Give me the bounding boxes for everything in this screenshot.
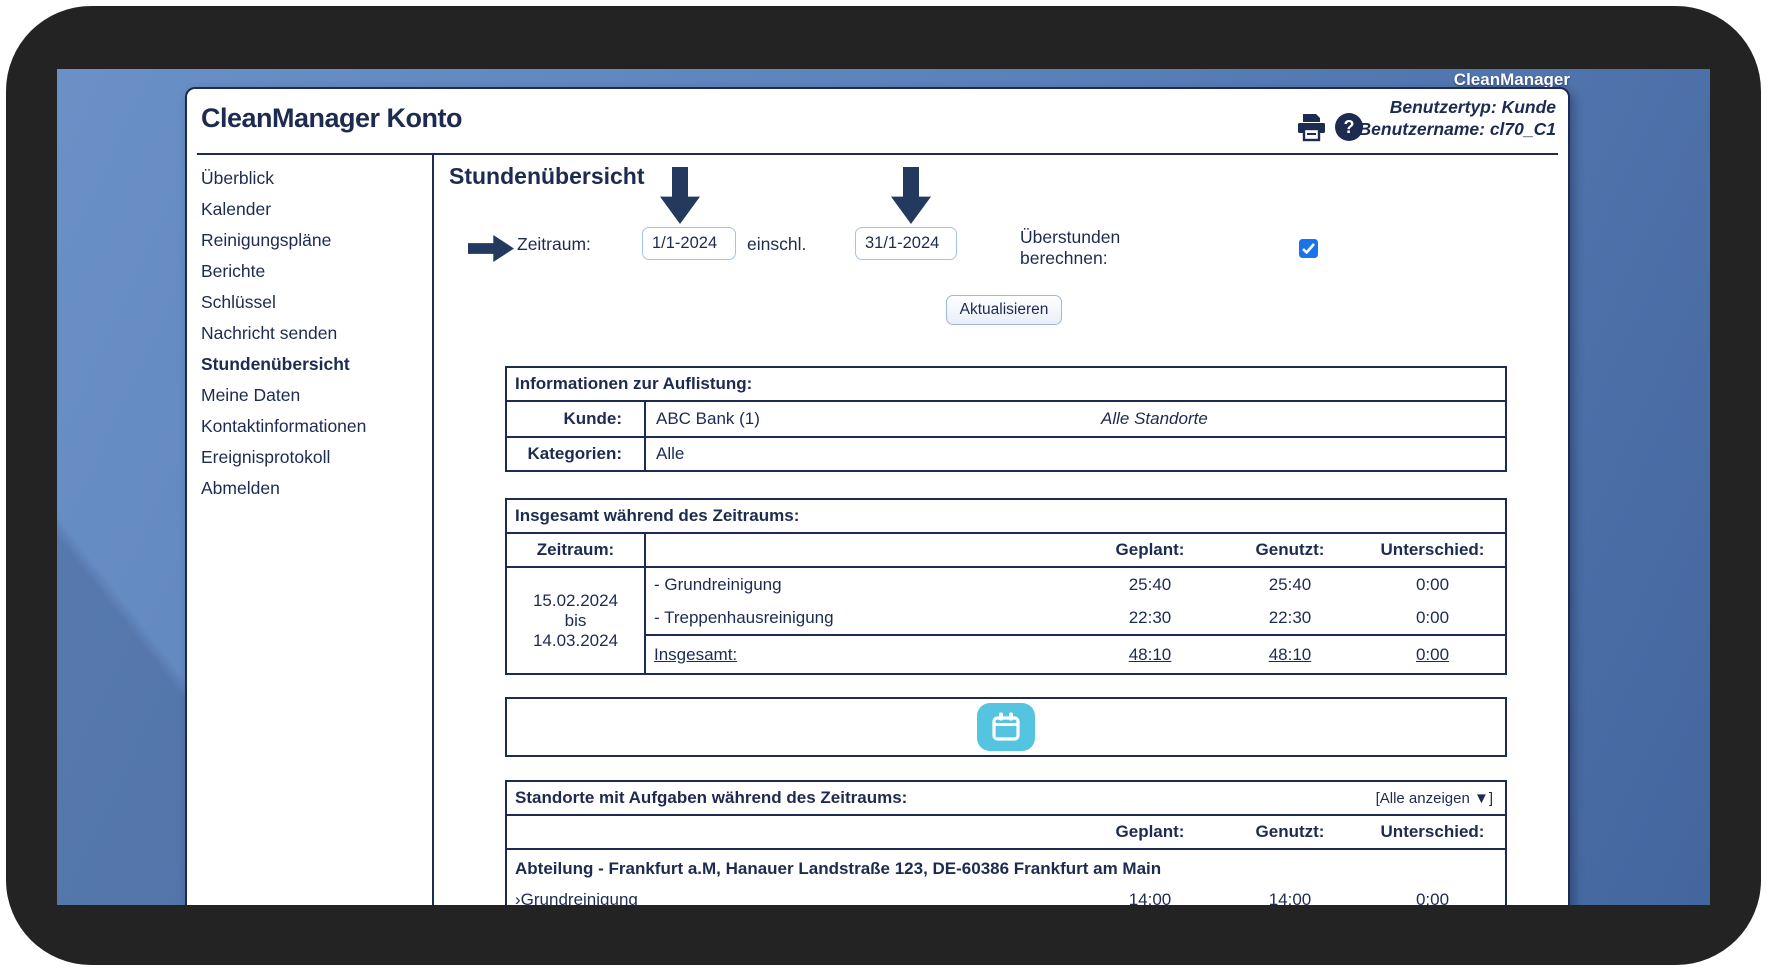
sidebar-item-stundenuebersicht[interactable]: Stundenübersicht — [201, 354, 350, 374]
annotation-arrow-down-2 — [891, 167, 931, 224]
col-diff: Unterschied: — [1380, 540, 1485, 559]
sidebar-item-reinigungsplaene[interactable]: Reinigungspläne — [201, 230, 332, 250]
total-planned-link[interactable]: 48:10 — [1128, 644, 1172, 664]
annotation-arrow-down-1 — [660, 167, 700, 224]
overtime-label: Überstunden berechnen: — [1020, 227, 1121, 268]
period-label: Zeitraum: — [517, 234, 591, 254]
diff-value: 0:00 — [1415, 608, 1450, 627]
show-all-dropdown[interactable]: [Alle anzeigen ▼] — [1375, 789, 1493, 807]
sidebar-item-abmelden[interactable]: Abmelden — [201, 478, 280, 498]
annotation-arrow-right — [468, 235, 514, 262]
totals-table: Insgesamt während des Zeitraums: Zeitrau… — [505, 498, 1507, 675]
date-to-input[interactable] — [855, 227, 957, 260]
desktop-background: CleanManager CleanManager Konto ? — [57, 69, 1710, 905]
page-title: CleanManager Konto — [201, 103, 463, 133]
sidebar-item-ereignisprotokoll[interactable]: Ereignisprotokoll — [201, 447, 331, 467]
sidebar-item-schluessel[interactable]: Schlüssel — [201, 292, 276, 312]
used-value: 22:30 — [1268, 608, 1312, 627]
sidebar-item-nachricht-senden[interactable]: Nachricht senden — [201, 323, 338, 343]
customer-note: Alle Standorte — [1101, 409, 1208, 428]
col-planned: Geplant: — [1115, 540, 1185, 559]
calendar-icon[interactable] — [977, 703, 1035, 751]
browser-brand-label: CleanManager — [1453, 70, 1570, 89]
used-value: 14:00 — [1268, 890, 1312, 905]
check-icon — [1302, 243, 1315, 254]
total-label-link[interactable]: Insgesamt: — [654, 644, 738, 664]
table-row: Kunde: ABC Bank (1) Alle Standorte — [507, 402, 1505, 436]
info-table: Informationen zur Auflistung: Kunde: ABC… — [505, 366, 1507, 472]
sidebar-nav: Überblick Kalender Reinigungspläne Beric… — [201, 163, 427, 504]
locations-table: Standorte mit Aufgaben während des Zeitr… — [505, 780, 1507, 905]
col-used: Genutzt: — [1255, 540, 1325, 559]
totals-table-body: 15.02.2024 bis 14.03.2024 - Grundreinigu… — [507, 568, 1505, 673]
locations-table-header-row: Geplant: Genutzt: Unterschied: — [507, 816, 1505, 850]
table-row: Kategorien: Alle — [507, 436, 1505, 470]
sidebar-divider — [432, 155, 434, 905]
used-value: 25:40 — [1268, 575, 1312, 594]
totals-table-header-row: Zeitraum: Geplant: Genutzt: Unterschied: — [507, 534, 1505, 568]
total-used-link[interactable]: 48:10 — [1268, 644, 1312, 664]
section-heading: Stundenübersicht — [449, 163, 645, 189]
cleanmanager-window: CleanManager Konto ? Benutzertyp: Kunde … — [185, 87, 1570, 905]
task-name: - Grundreinigung — [654, 575, 782, 594]
main-content: Stundenübersicht Zeitraum: einschl. Über… — [447, 155, 1555, 905]
sidebar-item-meine-daten[interactable]: Meine Daten — [201, 385, 301, 405]
location-name: Abteilung - Frankfurt a.M, Hanauer Lands… — [515, 859, 1162, 878]
user-info: Benutzertyp: Kunde Benutzername: cl70_C1 — [1359, 96, 1556, 140]
locations-table-title: Standorte mit Aufgaben während des Zeitr… — [507, 782, 1505, 816]
overtime-checkbox[interactable] — [1299, 239, 1318, 258]
date-from-input[interactable] — [642, 227, 736, 260]
export-box — [505, 697, 1507, 757]
planned-value: 25:40 — [1128, 575, 1172, 594]
task-name: - Treppenhausreinigung — [654, 608, 834, 627]
window-header: CleanManager Konto ? Benutzertyp: Kunde … — [197, 89, 1558, 155]
sidebar-item-ueberblick[interactable]: Überblick — [201, 168, 274, 188]
table-row: ›Grundreinigung 14:00 14:00 0:00 — [507, 885, 1505, 905]
col-period: Zeitraum: — [507, 534, 646, 566]
user-type: Benutzertyp: Kunde — [1389, 97, 1556, 117]
task-name[interactable]: ›Grundreinigung — [515, 890, 638, 905]
diff-value: 0:00 — [1415, 890, 1450, 905]
user-name: Benutzername: cl70_C1 — [1358, 119, 1556, 139]
col-used: Genutzt: — [1255, 822, 1325, 841]
totals-table-title: Insgesamt während des Zeitraums: — [507, 500, 1505, 534]
customer-label: Kunde: — [507, 402, 646, 436]
totals-row: Insgesamt: 48:10 48:10 0:00 — [646, 636, 1505, 673]
planned-value: 14:00 — [1128, 890, 1172, 905]
categories-value: Alle — [656, 444, 685, 463]
printer-icon[interactable] — [1295, 113, 1327, 143]
update-button[interactable]: Aktualisieren — [946, 295, 1062, 325]
planned-value: 22:30 — [1128, 608, 1172, 627]
customer-value: ABC Bank (1) — [656, 409, 760, 428]
sidebar-item-kontaktinformationen[interactable]: Kontaktinformationen — [201, 416, 367, 436]
total-diff-link[interactable]: 0:00 — [1415, 644, 1450, 664]
help-icon[interactable]: ? — [1335, 113, 1363, 141]
table-row: - Grundreinigung 25:40 25:40 0:00 — [646, 568, 1505, 602]
info-table-title: Informationen zur Auflistung: — [507, 368, 1505, 402]
table-row: - Treppenhausreinigung 22:30 22:30 0:00 — [646, 602, 1505, 636]
inclusive-label: einschl. — [747, 234, 807, 254]
help-glyph: ? — [1343, 117, 1355, 137]
col-diff: Unterschied: — [1380, 822, 1485, 841]
col-planned: Geplant: — [1115, 822, 1185, 841]
period-range: 15.02.2024 bis 14.03.2024 — [507, 568, 646, 673]
sidebar-item-berichte[interactable]: Berichte — [201, 261, 266, 281]
diff-value: 0:00 — [1415, 575, 1450, 594]
sidebar-item-kalender[interactable]: Kalender — [201, 199, 272, 219]
categories-label: Kategorien: — [507, 438, 646, 470]
